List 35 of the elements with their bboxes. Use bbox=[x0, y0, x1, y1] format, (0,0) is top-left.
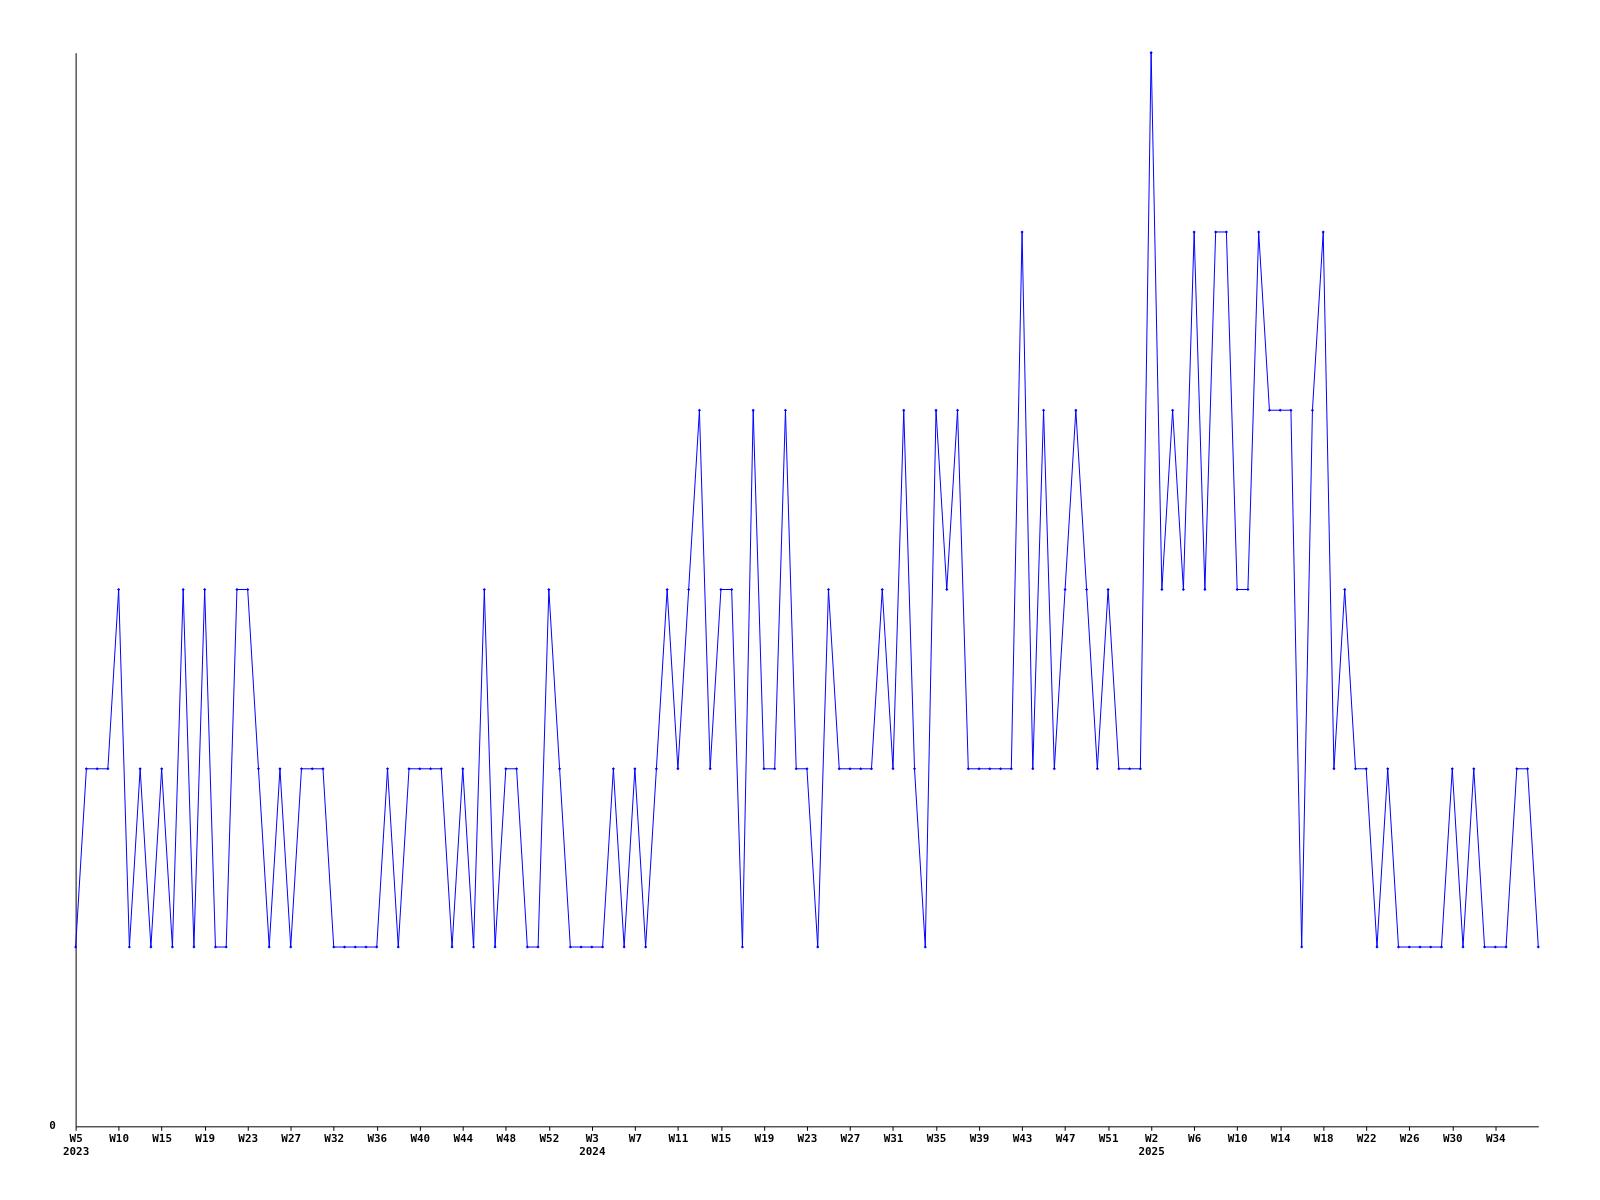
x-tick-label: W47 bbox=[1055, 1131, 1076, 1145]
x-tick-label: W27 bbox=[281, 1131, 302, 1145]
x-tick-label: W52 bbox=[539, 1131, 560, 1145]
x-tick-label: W6 bbox=[1188, 1131, 1202, 1145]
x-tick-label: W30 bbox=[1442, 1131, 1463, 1145]
x-tick-label: W10 bbox=[109, 1131, 130, 1145]
x-tick-label: W15 bbox=[152, 1131, 173, 1145]
x-tick-label: W3 2024 bbox=[579, 1131, 606, 1158]
x-tick-label: W40 bbox=[410, 1131, 431, 1145]
x-tick-label: W2 2025 bbox=[1138, 1131, 1165, 1158]
x-tick-label: W23 bbox=[797, 1131, 818, 1145]
x-tick-label: W34 bbox=[1485, 1131, 1507, 1145]
x-tick-label: W23 bbox=[238, 1131, 259, 1145]
x-tick-label: W44 bbox=[453, 1131, 474, 1145]
x-tick-label: W19 bbox=[754, 1131, 775, 1145]
x-tick-label: W19 bbox=[195, 1131, 216, 1145]
x-tick-label: W51 bbox=[1098, 1131, 1119, 1145]
x-tick-label: W39 bbox=[969, 1131, 990, 1145]
x-tick-label: W43 bbox=[1012, 1131, 1033, 1145]
x-tick-label: W5 2023 bbox=[62, 1131, 90, 1158]
x-tick-label: W11 bbox=[668, 1131, 689, 1145]
x-tick-label: W35 bbox=[926, 1131, 947, 1145]
x-tick-label: W31 bbox=[883, 1131, 904, 1145]
x-tick-label: W18 bbox=[1313, 1131, 1334, 1145]
text: 0 bbox=[49, 1119, 56, 1133]
x-tick-label: W48 bbox=[496, 1131, 517, 1145]
x-tick-label: W32 bbox=[324, 1131, 345, 1145]
x-tick-label: W27 bbox=[840, 1131, 861, 1145]
x-tick-label: W10 bbox=[1227, 1131, 1248, 1145]
x-tick-label: W36 bbox=[367, 1131, 388, 1145]
x-tick-label: W15 bbox=[711, 1131, 732, 1145]
x-tick-label: W22 bbox=[1356, 1131, 1377, 1145]
x-tick-label: W26 bbox=[1399, 1131, 1420, 1145]
x-tick-label: W14 bbox=[1270, 1131, 1291, 1145]
x-tick-label: W7 bbox=[628, 1131, 642, 1145]
